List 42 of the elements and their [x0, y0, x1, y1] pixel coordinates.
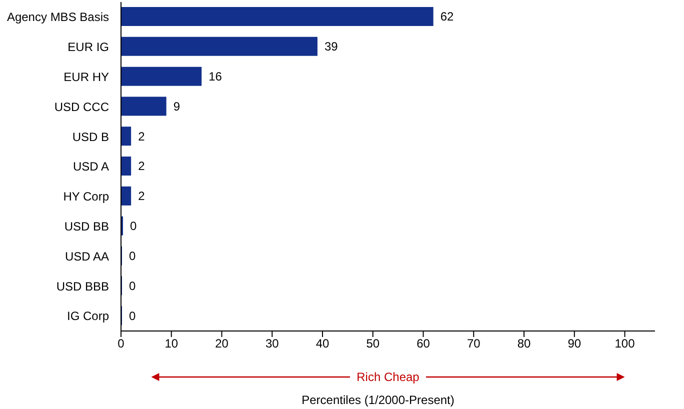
- x-tick-label: 0: [118, 336, 125, 351]
- data-label: 0: [130, 219, 138, 234]
- data-label: 39: [324, 40, 338, 54]
- bar: [121, 186, 132, 206]
- y-tick-label: USD B: [72, 130, 109, 144]
- data-label: 2: [138, 189, 146, 204]
- bar: [121, 156, 132, 176]
- data-label: 62: [440, 10, 454, 24]
- y-tick-label: USD CCC: [54, 100, 110, 114]
- bar: [121, 36, 318, 56]
- y-tick-label: USD A: [72, 160, 109, 174]
- x-tick-label: 70: [466, 336, 481, 351]
- data-label: 9: [173, 99, 180, 114]
- x-tick-label: 80: [517, 336, 532, 351]
- y-tick-label: USD AA: [64, 249, 109, 264]
- data-label: 2: [138, 129, 146, 144]
- data-label: 0: [129, 278, 136, 293]
- bar: [121, 66, 202, 86]
- y-tick-label: Agency MBS Basis: [6, 10, 109, 24]
- x-tick-label: 100: [614, 336, 636, 351]
- data-label: 2: [138, 159, 146, 174]
- data-label: 16: [208, 70, 222, 84]
- data-label: 0: [129, 248, 136, 263]
- text: Rich Cheap: [356, 370, 420, 384]
- bar: [121, 96, 166, 116]
- y-tick-label: EUR IG: [68, 40, 109, 54]
- x-tick-label: 10: [164, 336, 178, 351]
- x-axis-title: Percentiles (1/2000-Present): [302, 393, 454, 407]
- x-tick-label: 20: [215, 336, 229, 351]
- x-tick-label: 30: [265, 336, 280, 351]
- bar: [121, 7, 434, 26]
- bar: [121, 126, 132, 146]
- y-tick-label: USD BBB: [56, 279, 109, 294]
- x-tick-label: 60: [416, 336, 430, 351]
- data-label: 0: [129, 308, 136, 323]
- x-tick-label: 40: [316, 336, 330, 351]
- x-tick-label: 50: [366, 336, 380, 351]
- y-tick-label: USD BB: [64, 220, 109, 234]
- y-tick-label: EUR HY: [64, 70, 109, 84]
- y-tick-label: IG Corp: [66, 309, 110, 324]
- y-tick-label: HY Corp: [63, 190, 110, 204]
- x-tick-label: 90: [568, 336, 582, 351]
